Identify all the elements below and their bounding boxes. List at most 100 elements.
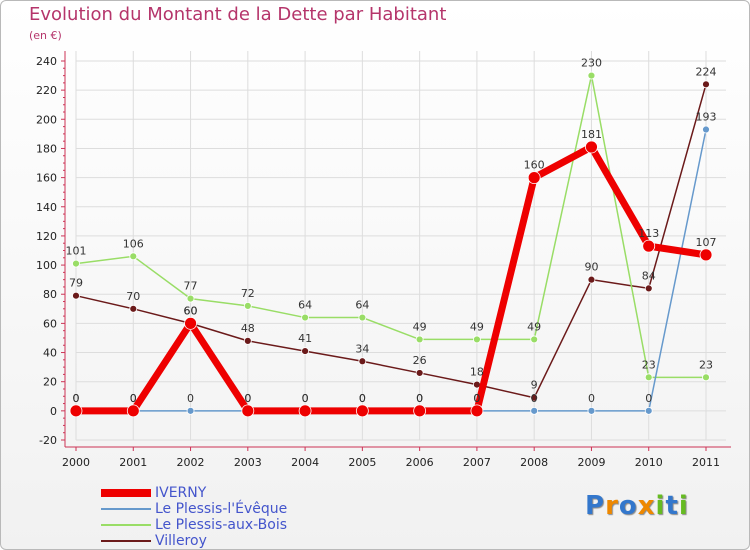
x-tick-label: 2003 (234, 456, 262, 469)
data-label-iverny: 107 (696, 236, 717, 249)
x-tick-label: 2000 (62, 456, 90, 469)
data-label-villeroy: 90 (584, 261, 598, 274)
y-tick-label: 60 (43, 317, 57, 330)
data-point-le-plessis-aux-bois (587, 71, 596, 80)
data-label-iverny: 181 (581, 128, 602, 141)
data-point-villeroy (415, 369, 424, 377)
data-point-le-plessis-aux-bois (301, 313, 309, 322)
chart-title: Evolution du Montant de la Dette par Hab… (29, 4, 447, 25)
y-tick-label: 160 (36, 172, 57, 185)
series-line-le-plessis-aux-bois (75, 74, 707, 379)
data-label-le-plessis-aux-bois: 101 (66, 245, 87, 258)
legend-item-villeroy[interactable]: Villeroy (101, 533, 287, 549)
chart-subtitle: (en €) (29, 29, 62, 42)
data-label-villeroy: 26 (413, 354, 427, 367)
x-tick-label: 2005 (348, 456, 376, 469)
data-point-le-plessis-aux-bois (644, 373, 653, 382)
y-tick-label: 0 (50, 405, 57, 418)
data-label-le-plessis-l-eveque: 0 (359, 392, 366, 405)
logo-letter: i (655, 491, 666, 521)
legend-swatch-le-plessis-leveque (101, 508, 151, 510)
x-tick-label: 2009 (577, 456, 605, 469)
legend-item-le-plessis-leveque[interactable]: Le Plessis-l'Évêque (101, 501, 287, 517)
data-point-villeroy (358, 357, 367, 366)
data-label-iverny: 0 (473, 392, 480, 405)
y-tick-label: 140 (36, 201, 57, 214)
data-label-le-plessis-aux-bois: 49 (527, 320, 541, 333)
y-tick-label: 20 (43, 376, 57, 389)
legend-swatch-iverny (101, 489, 151, 497)
data-label-villeroy: 79 (69, 277, 83, 290)
data-point-villeroy (530, 393, 539, 402)
legend-item-iverny[interactable]: IVERNY (101, 485, 287, 501)
logo-letter: o (618, 491, 638, 521)
legend-label-le-plessis-aux-bois: Le Plessis-aux-Bois (155, 517, 288, 533)
data-label-le-plessis-l-eveque: 0 (588, 392, 595, 405)
logo-letter: i (678, 491, 689, 521)
data-label-iverny: 60 (184, 304, 198, 317)
x-tick-label: 2010 (635, 456, 663, 469)
data-label-villeroy: 48 (241, 322, 255, 335)
x-tick-label: 2007 (463, 456, 491, 469)
data-point-iverny (241, 404, 255, 418)
data-point-iverny (69, 404, 83, 418)
data-label-le-plessis-aux-bois: 77 (184, 280, 198, 293)
x-tick-label: 2001 (119, 456, 147, 469)
data-label-le-plessis-l-eveque: 193 (696, 111, 717, 124)
data-point-iverny (642, 239, 656, 253)
data-label-le-plessis-aux-bois: 64 (298, 299, 312, 312)
data-point-le-plessis-aux-bois (702, 373, 710, 382)
legend-label-villeroy: Villeroy (155, 533, 207, 549)
y-tick-label: 100 (36, 259, 57, 272)
data-point-iverny (355, 404, 369, 418)
data-point-villeroy (129, 304, 138, 313)
logo-letter: x (637, 491, 656, 521)
x-tick-label: 2011 (692, 456, 720, 469)
logo-letter: P (585, 491, 606, 521)
data-label-villeroy: 9 (531, 379, 538, 392)
legend-item-le-plessis-aux-bois[interactable]: Le Plessis-aux-Bois (101, 517, 287, 533)
y-tick-label: 240 (36, 55, 57, 68)
data-label-le-plessis-aux-bois: 23 (642, 358, 656, 371)
data-label-le-plessis-aux-bois: 64 (355, 299, 369, 312)
y-tick-label: 120 (36, 230, 57, 243)
data-label-le-plessis-aux-bois: 23 (699, 358, 713, 371)
x-tick-label: 2002 (177, 456, 205, 469)
data-point-le-plessis-aux-bois (186, 294, 195, 303)
data-point-villeroy (702, 80, 710, 89)
data-label-iverny: 0 (359, 392, 366, 405)
data-point-le-plessis-aux-bois (72, 259, 80, 268)
legend-label-le-plessis-leveque: Le Plessis-l'Évêque (155, 501, 288, 517)
data-label-le-plessis-l-eveque: 0 (645, 392, 652, 405)
x-tick-label: 2004 (291, 456, 319, 469)
data-point-le-plessis-aux-bois (129, 252, 138, 261)
data-label-iverny: 113 (638, 227, 659, 240)
data-point-le-plessis-l-eveque (587, 406, 596, 415)
data-point-villeroy (587, 275, 596, 284)
data-point-iverny (184, 316, 197, 330)
data-label-le-plessis-l-eveque: 0 (130, 392, 137, 405)
data-point-villeroy (301, 347, 309, 355)
data-label-le-plessis-l-eveque: 0 (73, 392, 80, 405)
data-point-le-plessis-aux-bois (243, 301, 252, 310)
data-label-villeroy: 34 (355, 342, 369, 355)
data-point-iverny (470, 404, 484, 418)
y-tick-label: 80 (43, 288, 57, 301)
data-label-le-plessis-aux-bois: 230 (581, 57, 602, 70)
data-point-le-plessis-l-eveque (644, 406, 653, 415)
data-point-le-plessis-l-eveque (186, 406, 195, 415)
data-label-le-plessis-l-eveque: 0 (302, 392, 309, 405)
x-tick-label: 2006 (406, 456, 434, 469)
data-point-le-plessis-l-eveque (530, 406, 539, 415)
x-tick-label: 2008 (520, 456, 548, 469)
data-point-iverny (298, 404, 312, 418)
y-tick-label: 40 (43, 347, 57, 360)
data-label-villeroy: 224 (696, 65, 717, 78)
logo-letter: t (665, 491, 679, 521)
data-point-le-plessis-aux-bois (415, 335, 424, 344)
series-line-villeroy (75, 83, 707, 399)
y-tick-label: -20 (39, 434, 57, 447)
series-line-iverny (72, 143, 710, 415)
data-label-iverny: 0 (244, 392, 251, 405)
